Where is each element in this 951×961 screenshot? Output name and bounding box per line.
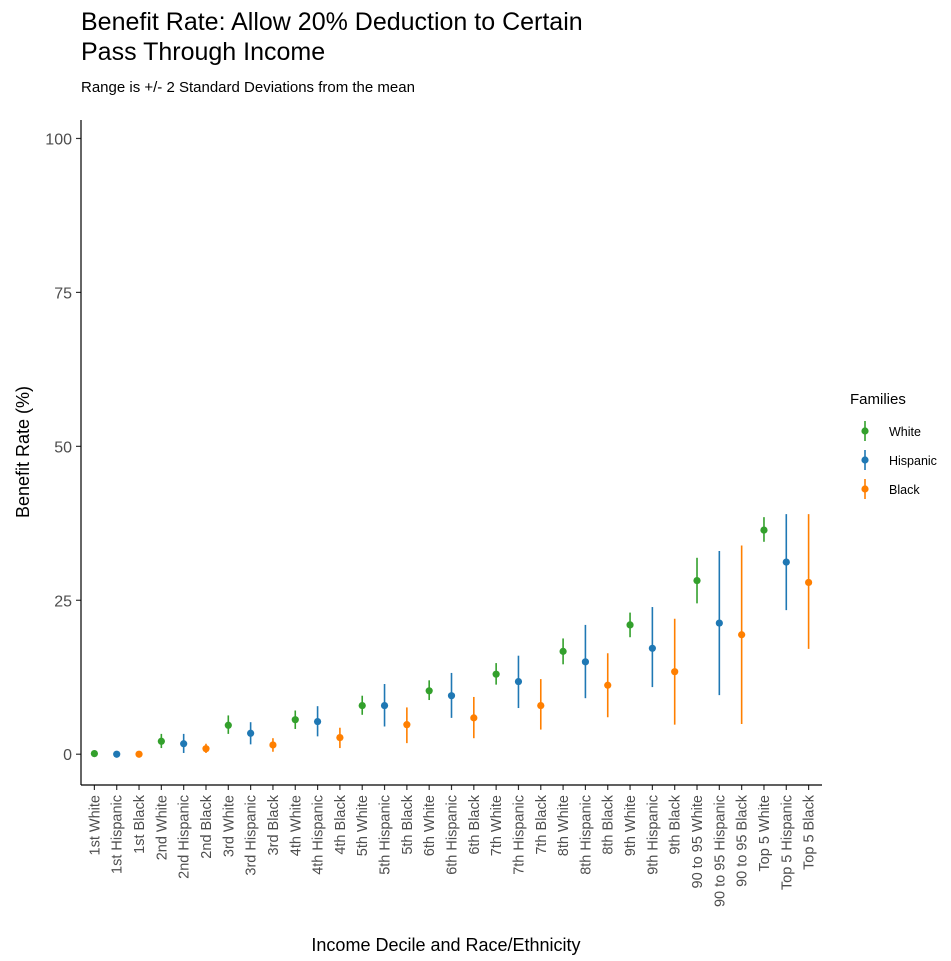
- legend-keys: White Hispanic Black: [861, 421, 937, 499]
- data-point: [760, 526, 768, 534]
- x-tick-label: 5th Black: [400, 794, 416, 854]
- x-tick-label: 7th White: [489, 795, 505, 856]
- x-tick-label: 6th Hispanic: [445, 795, 461, 875]
- x-tick-label: 1st Black: [132, 794, 148, 854]
- x-tick-label: 2nd Hispanic: [177, 795, 193, 879]
- y-tick-label: 100: [45, 131, 72, 148]
- x-tick-label: 9th Hispanic: [645, 795, 661, 875]
- data-point: [626, 621, 634, 629]
- data-marks: [90, 514, 813, 758]
- chart-subtitle: Range is +/- 2 Standard Deviations from …: [81, 79, 415, 96]
- x-tick-label: 90 to 95 Hispanic: [712, 795, 728, 907]
- data-point: [715, 619, 723, 627]
- data-point: [604, 681, 612, 689]
- data-point: [537, 701, 545, 710]
- chart-title-line-1: Benefit Rate: Allow 20% Deduction to Cer…: [81, 8, 583, 36]
- x-tick-label: 3rd White: [221, 795, 237, 857]
- x-tick-label: 2nd White: [154, 795, 170, 860]
- data-point: [135, 750, 143, 758]
- x-tick-label: 3rd Black: [266, 794, 282, 855]
- data-point: [805, 578, 813, 587]
- data-point: [202, 745, 210, 753]
- x-tick-label: 8th White: [556, 795, 572, 856]
- legend-label: White: [889, 425, 921, 439]
- legend-key-point: [861, 427, 869, 435]
- x-tick-label: 5th Hispanic: [378, 795, 394, 875]
- x-tick-label: 7th Hispanic: [511, 795, 527, 875]
- x-tick-label: 4th Hispanic: [311, 795, 327, 875]
- data-point: [425, 687, 433, 695]
- y-axis-ticks: 0 25 50 75 100: [45, 131, 81, 764]
- x-tick-label: 90 to 95 White: [690, 795, 706, 889]
- data-point: [671, 668, 679, 676]
- data-point: [113, 750, 121, 758]
- y-tick-label: 75: [54, 285, 72, 302]
- x-tick-label: 1st White: [87, 795, 103, 855]
- data-point: [514, 677, 523, 686]
- x-tick-label: 6th White: [422, 795, 438, 856]
- x-tick-label: Top 5 Black: [802, 794, 818, 870]
- x-tick-label: 6th Black: [467, 794, 483, 854]
- data-point: [224, 721, 232, 729]
- x-tick-label: 9th White: [623, 795, 639, 856]
- y-axis-title: Benefit Rate (%): [13, 386, 33, 518]
- legend-key-point: [861, 485, 869, 493]
- x-tick-label: 1st Hispanic: [110, 795, 126, 874]
- x-tick-label: 8th Black: [601, 794, 617, 854]
- legend: Families White Hispanic Black: [850, 391, 937, 499]
- data-point: [180, 740, 188, 748]
- x-tick-label: 8th Hispanic: [578, 795, 594, 875]
- y-tick-label: 50: [54, 439, 72, 456]
- data-point: [313, 717, 322, 726]
- y-tick-label: 25: [54, 593, 72, 610]
- data-point: [559, 647, 567, 655]
- data-point: [336, 733, 344, 742]
- x-tick-label: 7th Black: [534, 794, 550, 854]
- data-point: [492, 670, 500, 678]
- x-axis-ticks: 1st White 1st Hispanic 1st Black 2nd White 2…: [87, 785, 818, 907]
- x-tick-label: 4th Black: [333, 794, 349, 854]
- data-point: [738, 631, 746, 639]
- x-tick-label: Top 5 Hispanic: [779, 795, 795, 890]
- data-point: [470, 714, 478, 722]
- data-point: [403, 721, 411, 729]
- data-point: [247, 729, 255, 737]
- legend-label: Hispanic: [889, 454, 937, 468]
- data-point: [157, 737, 165, 745]
- data-point: [693, 576, 701, 585]
- data-point: [782, 558, 790, 566]
- x-tick-label: 90 to 95 Black: [735, 794, 751, 887]
- data-point: [581, 658, 590, 666]
- x-tick-label: Top 5 White: [757, 795, 773, 872]
- x-tick-label: 5th White: [355, 795, 371, 856]
- legend-key-point: [861, 456, 869, 464]
- data-point: [358, 701, 366, 710]
- legend-label: Black: [889, 483, 920, 497]
- data-point: [90, 749, 98, 758]
- x-axis-title: Income Decile and Race/Ethnicity: [311, 935, 580, 955]
- data-point: [269, 741, 277, 749]
- legend-title: Families: [850, 391, 906, 408]
- x-tick-label: 4th White: [288, 795, 304, 856]
- chart-title-line-2: Pass Through Income: [81, 38, 325, 66]
- x-tick-label: 2nd Black: [199, 794, 215, 858]
- data-point: [447, 692, 456, 700]
- x-tick-label: 9th Black: [668, 794, 684, 854]
- x-tick-label: 3rd Hispanic: [244, 795, 260, 876]
- data-point: [380, 701, 389, 710]
- y-tick-label: 0: [63, 747, 72, 764]
- data-point: [291, 716, 299, 724]
- data-point: [648, 644, 656, 652]
